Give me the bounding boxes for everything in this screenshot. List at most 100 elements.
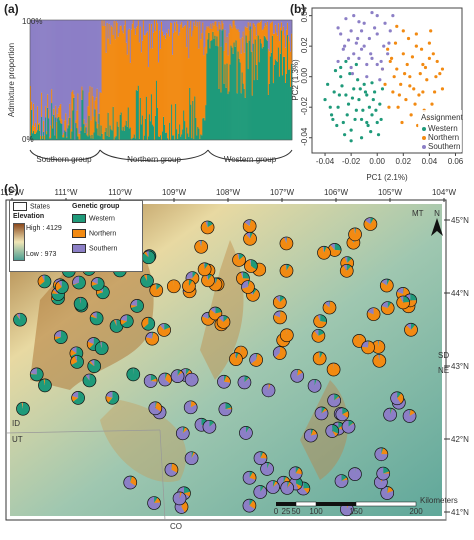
pca-point-northern xyxy=(436,60,439,63)
site-pie xyxy=(327,363,340,376)
lon-tick: 107°W xyxy=(270,188,295,197)
legend-northern: Northern xyxy=(72,229,116,239)
pca-point-northern xyxy=(400,121,403,124)
pca-ytick: -0.02 xyxy=(300,97,309,116)
pca-point-southern xyxy=(376,63,379,66)
lon-tick: 104°W xyxy=(432,188,457,197)
pca-point-southern xyxy=(386,52,389,55)
pca-point-western xyxy=(366,124,369,127)
pca-point-northern xyxy=(415,45,418,48)
site-pie xyxy=(397,296,410,309)
site-pie xyxy=(364,218,377,231)
pca-point-northern xyxy=(413,103,416,106)
site-pie xyxy=(16,402,29,415)
pca-point-southern xyxy=(350,29,353,32)
pca-point-southern xyxy=(369,52,372,55)
site-pie xyxy=(90,312,103,325)
pca-point-northern xyxy=(415,32,418,35)
site-pie xyxy=(250,353,263,366)
site-pie xyxy=(106,391,119,404)
pca-point-southern xyxy=(347,38,350,41)
site-pie xyxy=(349,228,362,241)
pca-point-southern xyxy=(347,57,350,60)
site-pie xyxy=(328,394,341,407)
site-pie xyxy=(244,260,257,273)
site-pie xyxy=(340,264,353,277)
site-pie xyxy=(148,497,161,510)
pca-point-western xyxy=(323,98,326,101)
site-pie xyxy=(317,246,330,259)
site-pie xyxy=(323,301,336,314)
pca-point-western xyxy=(335,124,338,127)
lat-tick: 41°N xyxy=(451,508,469,517)
pca-point-western xyxy=(342,121,345,124)
pca-point-western xyxy=(355,63,358,66)
pca-legend-southern: Southern xyxy=(428,142,460,151)
scale-tick: 150 xyxy=(349,507,363,516)
pca-point-western xyxy=(350,139,353,142)
site-pie xyxy=(239,426,252,439)
pca-point-northern xyxy=(408,84,411,87)
pca-point-southern xyxy=(344,17,347,20)
site-pie xyxy=(173,492,186,505)
scale-tick: 200 xyxy=(409,507,423,516)
site-pie xyxy=(262,384,275,397)
site-pie xyxy=(373,354,386,367)
pca-point-northern xyxy=(419,72,422,75)
legend-elevation: Elevation xyxy=(13,212,44,222)
state-label-id: ID xyxy=(12,419,20,428)
site-pie xyxy=(219,403,232,416)
pca-point-northern xyxy=(408,75,411,78)
site-pie xyxy=(120,315,133,328)
pca-point-northern xyxy=(428,42,431,45)
pca-ytick: 0.02 xyxy=(300,37,309,53)
site-pie xyxy=(124,476,137,489)
state-label-co: CO xyxy=(170,522,182,531)
pca-point-western xyxy=(340,84,343,87)
pca-point-western xyxy=(351,96,354,99)
site-pie xyxy=(326,424,339,437)
pca-point-northern xyxy=(441,67,444,70)
pca-point-northern xyxy=(396,106,399,109)
pca-point-western xyxy=(378,103,381,106)
panel-label-a: (a) xyxy=(4,2,19,16)
pca-point-southern xyxy=(360,48,363,51)
pca-point-northern xyxy=(404,98,407,101)
scale-tick: 0 xyxy=(274,507,279,516)
lon-tick: 105°W xyxy=(378,188,403,197)
pca-point-western xyxy=(369,130,372,133)
site-pie xyxy=(38,275,51,288)
site-pie xyxy=(254,485,267,498)
pca-point-western xyxy=(350,129,353,132)
pca-point-western xyxy=(326,83,329,86)
group-southern-label: Southern group xyxy=(36,155,92,164)
pca-point-northern xyxy=(395,67,398,70)
pca-point-western xyxy=(359,87,362,90)
pca-xtick: 0.04 xyxy=(422,157,438,166)
legend-southern: Southern xyxy=(72,244,117,254)
site-pie xyxy=(403,410,416,423)
ytick-0: 0% xyxy=(22,135,34,144)
site-pie xyxy=(315,407,328,420)
state-label-sd: SD xyxy=(438,351,449,360)
north-label: N xyxy=(434,209,440,218)
group-northern-label: Northern group xyxy=(127,155,181,164)
site-pie xyxy=(404,323,417,336)
site-pie xyxy=(54,331,67,344)
admixture-plot: Admixture proportion 100% 0% Southern gr… xyxy=(0,0,300,170)
pca-point-southern xyxy=(368,37,371,40)
pca-point-southern xyxy=(357,20,360,23)
state-label-ne: NE xyxy=(438,366,449,375)
lat-tick: 42°N xyxy=(451,435,469,444)
site-pie xyxy=(380,279,393,292)
pca-point-southern xyxy=(339,32,342,35)
pca-point-western xyxy=(363,83,366,86)
pca-point-northern xyxy=(398,93,401,96)
pca-point-northern xyxy=(403,72,406,75)
admixture-ylabel: Admixture proportion xyxy=(7,43,16,117)
site-pie xyxy=(384,408,397,421)
site-pie xyxy=(280,264,293,277)
legend-states: States xyxy=(13,202,50,212)
site-pie xyxy=(72,276,85,289)
